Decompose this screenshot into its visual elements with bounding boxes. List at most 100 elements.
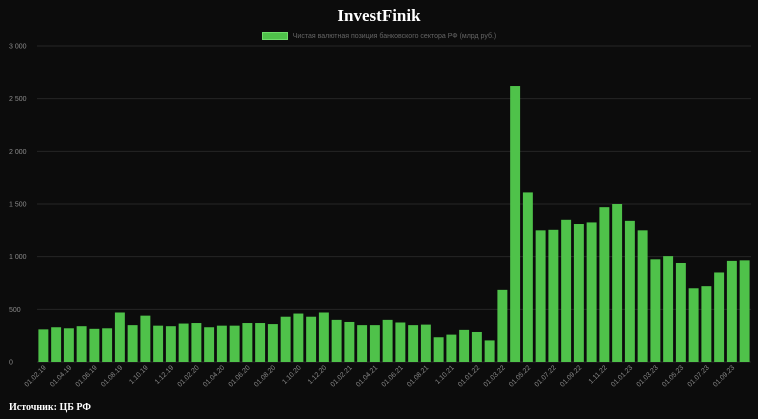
x-tick-label: 01.02.21 — [330, 364, 354, 388]
x-tick-label: 1.10.19 — [128, 364, 150, 386]
bar[interactable] — [318, 312, 329, 362]
bar[interactable] — [76, 326, 87, 362]
bar[interactable] — [191, 323, 202, 362]
bar[interactable] — [357, 325, 368, 362]
x-tick-label: 1.12.19 — [154, 364, 176, 386]
y-tick-label: 2 000 — [9, 149, 27, 156]
bar[interactable] — [714, 272, 725, 362]
bar[interactable] — [140, 315, 151, 362]
bar[interactable] — [459, 329, 470, 362]
bar[interactable] — [127, 325, 138, 362]
x-tick-label: 01.02.19 — [24, 364, 48, 388]
y-tick-label: 1 500 — [9, 202, 27, 209]
bar[interactable] — [484, 340, 495, 362]
bar[interactable] — [433, 337, 444, 362]
x-tick-label: 01.05.22 — [508, 364, 532, 388]
x-tick-label: 01.06.19 — [75, 364, 99, 388]
bar[interactable] — [38, 329, 49, 362]
x-tick-label: 01.08.19 — [100, 364, 124, 388]
x-tick-label: 1.12.20 — [307, 364, 329, 386]
x-tick-label: 01.08.21 — [406, 364, 430, 388]
bar[interactable] — [229, 325, 240, 362]
x-tick-label: 01.04.21 — [355, 364, 379, 388]
x-tick-label: 01.09.22 — [559, 364, 583, 388]
bar[interactable] — [497, 289, 508, 362]
x-tick-label: 01.07.22 — [534, 364, 558, 388]
bar[interactable] — [255, 323, 266, 362]
x-tick-label: 01.04.20 — [202, 364, 226, 388]
bar[interactable] — [369, 325, 380, 362]
y-tick-label: 1 000 — [9, 254, 27, 261]
x-tick-label: 01.02.20 — [177, 364, 201, 388]
bar[interactable] — [344, 321, 355, 362]
bar[interactable] — [650, 259, 661, 362]
bar[interactable] — [267, 324, 278, 362]
x-tick-label: 01.04.19 — [49, 364, 73, 388]
x-tick-label: 01.06.20 — [228, 364, 252, 388]
bar[interactable] — [663, 256, 674, 362]
bar[interactable] — [165, 326, 176, 362]
legend[interactable]: Чистая валютная позиция банковского сект… — [0, 32, 758, 40]
bar[interactable] — [637, 230, 648, 362]
bar[interactable] — [586, 222, 597, 362]
bar[interactable] — [395, 322, 406, 363]
x-tick-label: 01.05.23 — [661, 364, 685, 388]
bars-layer — [38, 86, 750, 363]
x-tick-label: 01.09.23 — [712, 364, 736, 388]
x-tick-label: 1.10.21 — [434, 364, 456, 386]
bar[interactable] — [408, 325, 419, 362]
x-tick-label: 1.11.22 — [588, 364, 609, 385]
bar[interactable] — [471, 331, 482, 362]
y-axis: 0 500 1 000 1 500 2 000 2 500 3 000 — [9, 44, 27, 367]
x-tick-label: 01.03.22 — [483, 364, 507, 388]
y-tick-label: 2 500 — [9, 96, 27, 103]
x-tick-label: 01.06.21 — [381, 364, 405, 388]
bar[interactable] — [599, 207, 610, 362]
y-tick-label: 0 — [9, 360, 13, 367]
bar[interactable] — [420, 324, 431, 362]
bar[interactable] — [688, 288, 699, 362]
chart-title: InvestFinik — [337, 6, 421, 25]
legend-swatch — [261, 32, 288, 40]
bar[interactable] — [535, 230, 546, 362]
bar[interactable] — [216, 325, 227, 362]
bar[interactable] — [675, 262, 686, 362]
bar[interactable] — [561, 219, 572, 362]
bar[interactable] — [280, 316, 291, 362]
bar[interactable] — [102, 328, 113, 362]
bar[interactable] — [446, 334, 457, 362]
y-tick-label: 500 — [9, 307, 21, 314]
x-tick-label: 01.07.23 — [687, 364, 711, 388]
bar[interactable] — [548, 229, 559, 362]
bar[interactable] — [89, 328, 100, 362]
bar[interactable] — [63, 328, 74, 362]
bar[interactable] — [204, 327, 215, 362]
bar[interactable] — [726, 260, 737, 362]
x-tick-label: 1.10.20 — [281, 364, 303, 386]
bar[interactable] — [612, 204, 623, 362]
bar[interactable] — [242, 323, 253, 362]
bar[interactable] — [331, 319, 342, 362]
legend-label: Чистая валютная позиция банковского сект… — [292, 32, 497, 40]
bar[interactable] — [624, 220, 635, 362]
bar[interactable] — [51, 327, 62, 362]
bar[interactable] — [114, 312, 125, 362]
bar[interactable] — [382, 319, 393, 362]
bar[interactable] — [153, 325, 164, 362]
x-tick-label: 01.08.20 — [253, 364, 277, 388]
x-tick-label: 01.01.23 — [610, 364, 634, 388]
y-tick-label: 3 000 — [9, 44, 27, 51]
bar[interactable] — [739, 260, 750, 362]
bar[interactable] — [306, 316, 317, 362]
bar[interactable] — [573, 224, 584, 362]
x-tick-label: 01.01.22 — [457, 364, 481, 388]
bar[interactable] — [293, 313, 304, 362]
bar[interactable] — [178, 323, 189, 362]
bar[interactable] — [510, 86, 521, 362]
bar[interactable] — [701, 286, 712, 362]
x-tick-label: 01.03.23 — [636, 364, 660, 388]
x-axis: 01.02.19 01.04.19 01.06.19 01.08.19 1.10.19 1… — [24, 364, 737, 388]
source-note: Источник: ЦБ РФ — [9, 402, 91, 413]
bar[interactable] — [522, 192, 533, 362]
